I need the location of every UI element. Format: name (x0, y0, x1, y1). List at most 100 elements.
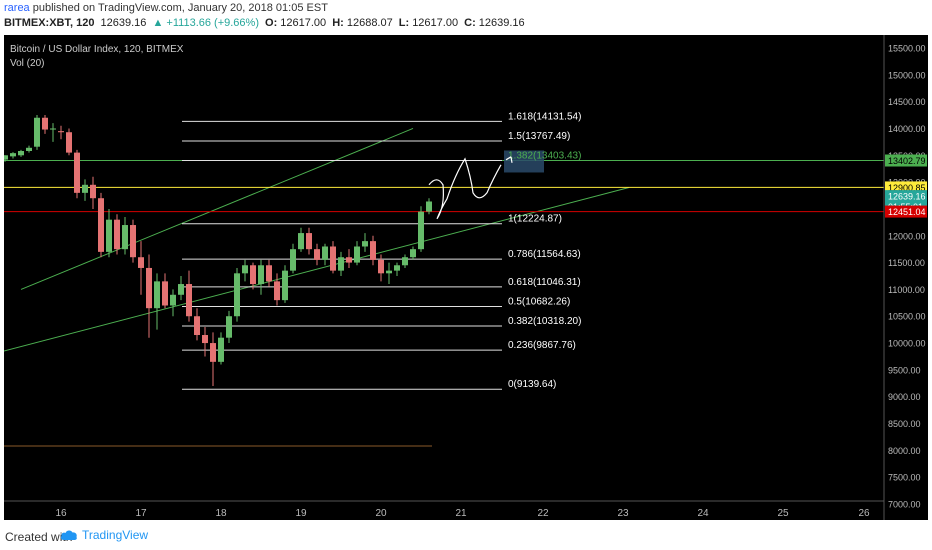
fib-label-7: 0.382(10318.20) (508, 316, 581, 327)
publication-header: rarea published on TradingView.com, Janu… (0, 0, 932, 34)
candle-body (386, 270, 392, 274)
chart-area[interactable]: 1.618(14131.54) 1.5(13767.49) 1(12224.87) 0… (0, 35, 928, 520)
candle-body (258, 265, 264, 285)
price-tick-label: 8000.00 (888, 446, 921, 456)
candle-body (394, 265, 400, 271)
candle-body (50, 128, 56, 130)
price-chart[interactable]: 1.618(14131.54) 1.5(13767.49) 1(12224.87) 0… (0, 35, 928, 520)
low-value: 12617.00 (412, 17, 459, 29)
fib-label-4: 0.786(11564.63) (508, 249, 581, 260)
candle-body (338, 257, 344, 271)
price-tick-label: 9000.00 (888, 392, 921, 402)
candle-body (82, 184, 88, 193)
author-link[interactable]: rarea (4, 2, 30, 14)
trend-channel-line-2 (0, 186, 630, 353)
time-tick-label: 23 (617, 508, 629, 519)
candle-body (306, 233, 312, 250)
volume-indicator-label: Vol (20) (10, 58, 44, 69)
candle-body (42, 117, 48, 130)
price-tick-label: 11500.00 (888, 258, 925, 268)
publish-info: rarea published on TradingView.com, Janu… (4, 2, 328, 14)
price-tick-label: 11000.00 (888, 285, 925, 295)
projection-path (428, 157, 502, 220)
candle-body (162, 281, 168, 306)
fib-label-3: 1(12224.87) (508, 214, 562, 225)
candle-body (298, 233, 304, 250)
fib-label-2: 1.382(13403.43) (508, 150, 581, 161)
fib-label-5: 0.618(11046.31) (508, 277, 581, 288)
target-zone-box (504, 150, 544, 173)
price-tick-label: 9500.00 (888, 365, 921, 375)
low-label: L: (398, 17, 410, 29)
tradingview-logo[interactable]: TradingView (60, 528, 148, 542)
price-tick-label: 14000.00 (888, 124, 926, 134)
price-tag-label: 12900.85 (888, 183, 926, 193)
candle-body (90, 184, 96, 199)
price-tick-label: 10000.00 (888, 339, 926, 349)
open-label: O: (265, 17, 278, 29)
close-label: C: (464, 17, 476, 29)
time-tick-label: 16 (55, 508, 67, 519)
price-tag (885, 154, 927, 167)
price-tag-label: 12451.04 (888, 207, 926, 217)
candle-body (266, 265, 272, 282)
fib-label-6: 0.5(10682.26) (508, 296, 570, 307)
price-tick-label: 15500.00 (888, 44, 926, 54)
price-tick-label: 14500.00 (888, 97, 926, 107)
candle-body (210, 343, 216, 362)
change-value: ▲ +1113.66 (+9.66%) (152, 17, 259, 29)
candle-body (282, 270, 288, 301)
candle-body (130, 225, 136, 258)
candle-body (202, 335, 208, 344)
candle-body (74, 152, 80, 193)
candle-body (410, 249, 416, 258)
ohlc-line: BITMEX:XBT, 120 12639.16 ▲ +1113.66 (+9.… (4, 17, 528, 29)
cloud-icon (60, 530, 77, 540)
arrowhead-icon (505, 156, 513, 163)
publish-text: published on TradingView.com, January 20… (32, 2, 328, 14)
price-tag (885, 190, 927, 203)
candle-body (290, 249, 296, 271)
open-value: 12617.00 (280, 17, 327, 29)
candle-body (138, 257, 144, 268)
time-tick-label: 17 (135, 508, 147, 519)
candle-body (370, 241, 376, 260)
candle-body (2, 155, 8, 160)
candle-body (250, 265, 256, 285)
candle-body (178, 284, 184, 295)
price-tick-label: 12000.00 (888, 231, 926, 241)
time-tick-label: 18 (215, 508, 227, 519)
price-tick-label: 10500.00 (888, 312, 926, 322)
candle-body (194, 316, 200, 336)
fib-label-9: 0(9139.64) (508, 379, 556, 390)
candle-body (274, 281, 280, 301)
candle-body (26, 147, 32, 152)
candle-body (34, 117, 40, 147)
candle-body (122, 225, 128, 250)
candle-body (314, 249, 320, 260)
tradingview-brand-name: TradingView (82, 528, 149, 542)
footer: Created with TradingView (0, 522, 932, 550)
time-tick-label: 26 (858, 508, 870, 519)
candle-body (114, 219, 120, 250)
candle-body (170, 294, 176, 306)
time-tick-label: 22 (537, 508, 549, 519)
chart-title: Bitcoin / US Dollar Index, 120, BITMEX (10, 44, 184, 55)
price-tag (885, 205, 927, 218)
candle-body (226, 316, 232, 338)
candle-body (426, 201, 432, 212)
price-tick-label: 8500.00 (888, 419, 921, 429)
fib-label-0: 1.618(14131.54) (508, 111, 581, 122)
close-value: 12639.16 (478, 17, 525, 29)
candle-body (418, 211, 424, 250)
last-price: 12639.16 (100, 17, 147, 29)
trend-channel-line-1 (20, 128, 414, 290)
candle-body (146, 267, 152, 309)
candle-body (58, 131, 64, 133)
price-tick-label: 7500.00 (888, 473, 921, 483)
time-tick-label: 24 (697, 508, 709, 519)
candle-body (242, 265, 248, 274)
candle-body (402, 257, 408, 266)
candle-body (354, 246, 360, 263)
candle-body (378, 259, 384, 274)
